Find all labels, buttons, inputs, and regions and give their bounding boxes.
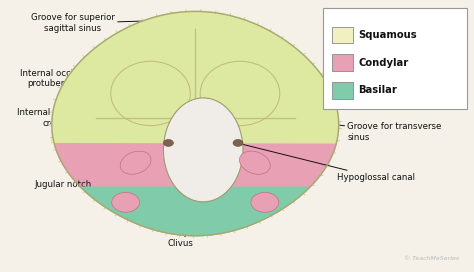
FancyBboxPatch shape <box>332 54 353 71</box>
FancyBboxPatch shape <box>323 8 466 109</box>
Polygon shape <box>54 143 336 236</box>
Text: Internal occipital
protuberance: Internal occipital protuberance <box>20 69 190 116</box>
Text: Hypoglossal canal: Hypoglossal canal <box>237 143 415 182</box>
Text: Groove for superior
sagittal sinus: Groove for superior sagittal sinus <box>31 14 205 33</box>
Text: © TeachMeSeries: © TeachMeSeries <box>403 256 459 261</box>
Ellipse shape <box>164 140 173 146</box>
Ellipse shape <box>239 151 270 174</box>
Polygon shape <box>52 11 339 236</box>
Ellipse shape <box>233 140 243 146</box>
Ellipse shape <box>164 98 243 202</box>
FancyBboxPatch shape <box>332 82 353 99</box>
Ellipse shape <box>112 192 139 212</box>
Ellipse shape <box>251 192 279 212</box>
Text: Groove for transverse
sinus: Groove for transverse sinus <box>300 120 442 142</box>
Text: Condylar: Condylar <box>358 58 409 68</box>
Polygon shape <box>52 11 339 143</box>
Polygon shape <box>81 187 309 236</box>
Ellipse shape <box>120 151 151 174</box>
Text: Clivus: Clivus <box>167 207 203 248</box>
Text: Internal occipital
crest: Internal occipital crest <box>17 109 190 148</box>
Text: Jugular notch: Jugular notch <box>35 180 134 199</box>
FancyBboxPatch shape <box>332 27 353 44</box>
Text: Basilar: Basilar <box>358 85 397 95</box>
Text: Squamous: Squamous <box>358 30 417 40</box>
